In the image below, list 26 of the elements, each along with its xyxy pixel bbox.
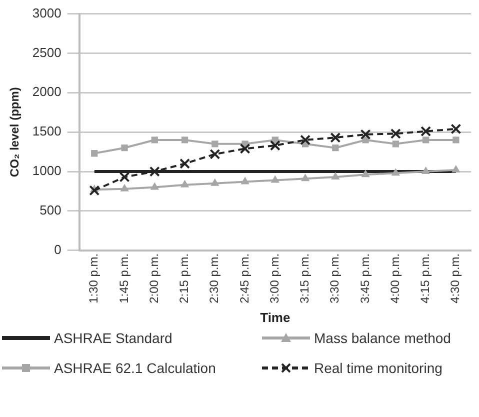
y-axis-title: CO₂ level (ppm) (8, 87, 22, 178)
legend-label: Mass balance method (314, 330, 451, 346)
legend-label: ASHRAE 62.1 Calculation (54, 360, 216, 376)
y-tick-label: 3000 (32, 5, 62, 20)
x-tick-label: 2:30 p.m. (207, 253, 222, 304)
legend-label: Real time monitoring (314, 360, 442, 376)
x-tick-label: 4:15 p.m. (418, 253, 432, 304)
x-tick-label: 2:45 p.m. (237, 253, 252, 304)
x-axis-title: Time (260, 310, 290, 325)
x-tick-label: 3:15 p.m. (298, 253, 312, 304)
x-tick-label: 4:30 p.m. (448, 253, 462, 304)
y-tick-label: 1500 (32, 124, 62, 139)
y-tick-label: 500 (40, 202, 62, 218)
x-tick-label: 1:30 p.m. (86, 253, 101, 304)
x-tick-label: 1:45 p.m. (116, 253, 131, 304)
x-tick-label: 3:30 p.m. (328, 253, 342, 304)
y-tick-label: 2000 (32, 84, 62, 100)
x-tick-label: 2:15 p.m. (177, 253, 192, 304)
y-tick-label: 2500 (32, 44, 62, 60)
y-tick-label: 1000 (32, 163, 62, 178)
y-tick-label: 0 (54, 242, 62, 257)
legend-label: ASHRAE Standard (54, 330, 172, 346)
x-tick-label: 4:00 p.m. (388, 253, 402, 304)
x-tick-label: 3:00 p.m. (267, 253, 282, 304)
x-tick-label: 2:00 p.m. (146, 253, 161, 304)
x-tick-label: 3:45 p.m. (358, 253, 372, 304)
